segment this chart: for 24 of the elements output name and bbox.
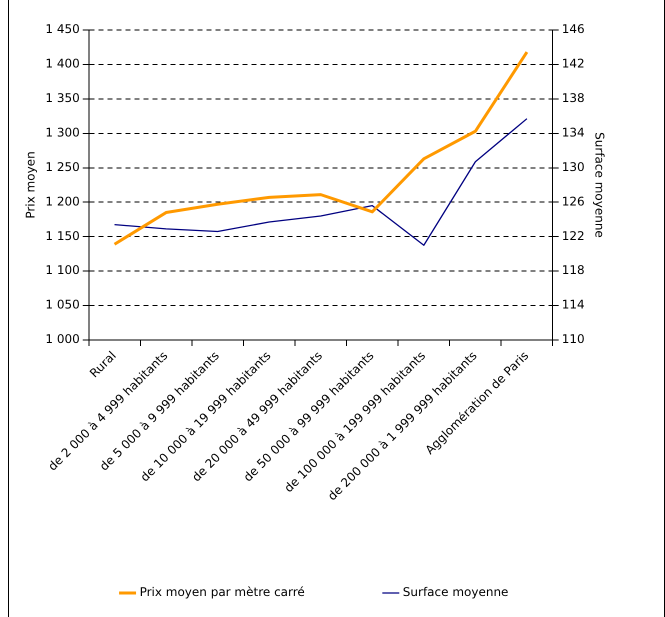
y2-tick-label: 138	[562, 91, 585, 106]
legend-label: Surface moyenne	[402, 585, 508, 600]
y2-tick-label: 142	[562, 56, 585, 71]
y-tick-label: 1 100	[45, 263, 80, 278]
y-tick-label: 1 400	[45, 56, 80, 71]
y-tick-label: 1 000	[45, 332, 80, 346]
y-tick-label: 1 250	[45, 160, 80, 174]
y2-tick-label: 122	[562, 228, 585, 243]
y-tick-label: 1 450	[45, 22, 80, 36]
y2-tick-label: 118	[562, 263, 585, 278]
y2-tick-label: 134	[562, 125, 585, 140]
y2-tick-label: 110	[562, 332, 585, 346]
y2-tick-label: 126	[562, 194, 585, 208]
y-tick-label: 1 300	[45, 125, 80, 140]
y-tick-label: 1 200	[45, 194, 80, 208]
y2-tick-label: 146	[562, 22, 585, 36]
y2-tick-label: 114	[562, 298, 585, 312]
y-axis-title: Prix moyen	[23, 151, 38, 219]
y-tick-label: 1 050	[45, 298, 80, 312]
y2-axis-title: Surface moyenne	[592, 132, 607, 238]
y2-tick-label: 130	[562, 160, 585, 174]
y-tick-label: 1 150	[45, 228, 80, 243]
legend-label: Prix moyen par mètre carré	[140, 585, 305, 600]
y-tick-label: 1 350	[45, 91, 80, 106]
